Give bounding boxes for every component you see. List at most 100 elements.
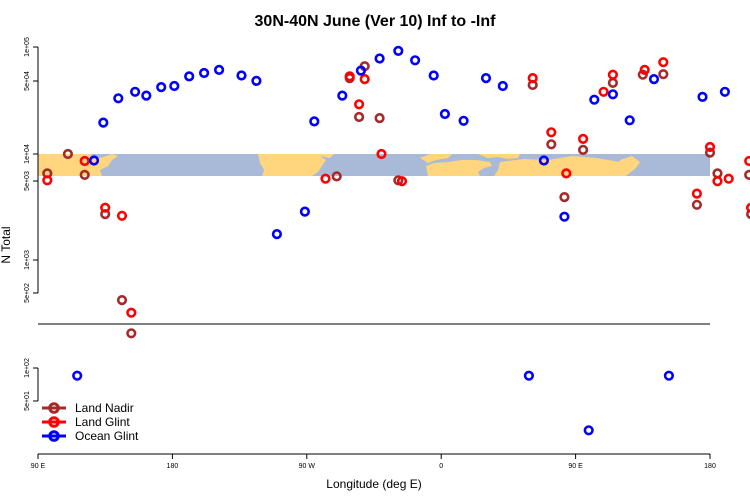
x-axis: 90 E 180 90 W 0 90 E 180 Longitude (deg … (31, 453, 716, 491)
y-tick-label: 1e+05 (24, 37, 31, 57)
y-axis-lower: 1e+02 5e+01 (24, 358, 39, 411)
x-tick-label: 90 E (568, 463, 583, 470)
point-ocean-glint (88, 155, 100, 166)
point-ocean-glint (538, 155, 550, 166)
legend: Land Nadir Land Glint Ocean Glint (42, 401, 139, 443)
point-land-nadir (637, 69, 648, 80)
point-ocean-glint (337, 90, 348, 101)
point-land-glint (546, 127, 557, 138)
point-land-nadir (691, 199, 703, 210)
point-land-nadir (658, 69, 669, 80)
point-land-nadir (704, 147, 716, 158)
point-ocean-glint (141, 90, 152, 101)
point-land-glint (354, 99, 365, 110)
point-land-glint (561, 168, 572, 179)
point-land-glint (607, 69, 619, 80)
point-land-glint (79, 155, 90, 167)
point-land-glint (376, 148, 387, 160)
point-land-glint (396, 176, 408, 187)
point-land-glint (116, 210, 128, 221)
point-ocean-glint (72, 370, 83, 381)
point-ocean-glint (697, 91, 708, 102)
y-axis-upper: 1e+05 5e+04 1e+04 5e+03 1e+03 5e+02 (24, 37, 39, 303)
point-ocean-glint (559, 211, 570, 222)
point-land-nadir (744, 169, 750, 180)
point-land-nadir (577, 144, 589, 155)
legend-label-ocean-glint: Ocean Glint (75, 429, 139, 443)
point-land-nadir (79, 169, 90, 180)
point-ocean-glint (497, 80, 508, 92)
y-tick-label: 5e+04 (24, 71, 31, 91)
point-land-glint (344, 71, 355, 82)
point-land-glint (359, 73, 370, 85)
point-ocean-glint (236, 70, 247, 81)
point-land-glint (658, 57, 669, 68)
y-tick-label: 1e+04 (24, 144, 31, 164)
point-land-glint (598, 86, 609, 97)
point-ocean-glint (374, 53, 385, 64)
y-tick-label: 1e+02 (24, 358, 31, 378)
point-ocean-glint (458, 115, 469, 126)
x-tick-label: 180 (704, 463, 716, 470)
x-axis-label: Longitude (deg E) (326, 477, 421, 491)
point-ocean-glint (523, 370, 535, 381)
y-axis-label: N Total (0, 226, 13, 263)
point-land-glint (712, 176, 723, 187)
point-ocean-glint (113, 93, 124, 104)
point-land-glint (126, 307, 137, 318)
point-ocean-glint (130, 86, 141, 97)
point-ocean-glint (98, 117, 109, 128)
point-land-glint (723, 173, 734, 184)
point-ocean-glint (214, 64, 225, 75)
point-ocean-glint (309, 116, 320, 127)
legend-label-land-nadir: Land Nadir (75, 401, 134, 415)
land-middle-east-asia (494, 156, 625, 176)
legend-label-land-glint: Land Glint (75, 415, 130, 429)
point-land-nadir (354, 111, 365, 123)
point-land-glint (691, 188, 703, 199)
legend-marker-land-glint (48, 416, 60, 428)
x-tick-label: 0 (439, 463, 443, 470)
point-land-glint (100, 202, 111, 213)
point-land-nadir (546, 139, 557, 150)
point-land-glint (42, 175, 53, 186)
point-ocean-glint (428, 70, 439, 81)
point-land-glint (746, 202, 750, 213)
point-land-nadir (116, 295, 128, 306)
x-tick-label: 180 (167, 463, 179, 470)
y-tick-label: 5e+03 (24, 171, 31, 191)
point-ocean-glint (410, 55, 421, 66)
point-ocean-glint (439, 108, 451, 120)
x-tick-label: 90 W (299, 463, 316, 470)
point-ocean-glint (607, 89, 619, 100)
point-ocean-glint (251, 75, 262, 86)
point-ocean-glint (624, 115, 635, 126)
point-land-nadir (746, 209, 750, 220)
point-land-nadir (331, 171, 342, 182)
point-land-glint (527, 72, 538, 84)
point-land-nadir (126, 328, 137, 339)
legend-marker-ocean-glint (48, 430, 60, 442)
point-ocean-glint (648, 73, 660, 85)
point-land-glint (639, 64, 650, 75)
point-land-glint (704, 141, 716, 153)
point-ocean-glint (169, 80, 180, 92)
point-land-glint (320, 173, 331, 184)
point-land-nadir (374, 112, 385, 124)
point-ocean-glint (583, 425, 594, 436)
chart-title: 30N-40N June (Ver 10) Inf to -Inf (255, 13, 497, 30)
point-ocean-glint (299, 206, 311, 217)
data-points (42, 45, 750, 436)
point-ocean-glint (480, 72, 492, 84)
point-ocean-glint (719, 86, 731, 97)
point-land-glint (744, 155, 750, 167)
land-east-asia-repeat (616, 156, 640, 176)
point-ocean-glint (355, 65, 367, 76)
y-tick-label: 5e+02 (24, 283, 31, 303)
point-ocean-glint (663, 370, 675, 381)
point-land-glint (577, 133, 589, 144)
land-europe (420, 154, 452, 163)
land-north-africa (426, 160, 492, 176)
